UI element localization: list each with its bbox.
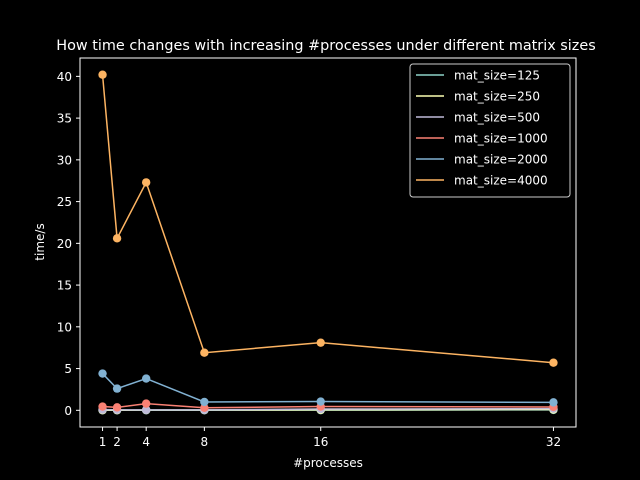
series-mat_size=4000 — [98, 70, 558, 367]
y-tick-label: 35 — [57, 112, 72, 126]
x-tick-label: 4 — [142, 435, 150, 449]
data-point — [200, 397, 209, 407]
series-mat_size=2000 — [98, 369, 558, 407]
x-tick-label: 1 — [99, 435, 107, 449]
x-tick-label: 16 — [313, 435, 328, 449]
data-point — [316, 338, 325, 347]
legend-label: mat_size=2000 — [454, 153, 548, 167]
series-layer — [98, 70, 558, 415]
data-point — [98, 402, 107, 411]
y-tick-label: 5 — [64, 362, 72, 376]
legend-item: mat_size=1000 — [416, 132, 548, 146]
legend-label: mat_size=125 — [454, 69, 540, 83]
series-line — [102, 373, 554, 404]
legend: mat_size=125 mat_size=250 mat_size=500 mat_… — [409, 63, 571, 198]
data-point — [112, 403, 122, 412]
legend-item: mat_size=500 — [416, 111, 540, 125]
legend-label: mat_size=500 — [454, 111, 540, 125]
legend-label: mat_size=250 — [454, 90, 540, 104]
chart-title: How time changes with increasing #proces… — [56, 38, 595, 54]
x-axis-label: #processes — [293, 456, 363, 470]
plot-area — [79, 57, 577, 428]
legend-box — [409, 63, 571, 198]
series-line — [101, 74, 554, 364]
data-point — [549, 398, 558, 407]
y-tick-label: 30 — [57, 153, 72, 167]
legend-label: mat_size=1000 — [454, 132, 548, 146]
x-tick-label: 2 — [113, 435, 121, 449]
data-point — [141, 405, 151, 415]
y-tick-label: 40 — [57, 70, 72, 84]
x-tick-label: 8 — [201, 435, 209, 449]
data-point — [200, 403, 209, 412]
legend-item: mat_size=250 — [416, 90, 540, 104]
y-tick-label: 25 — [57, 195, 72, 209]
x-axis: 1 2 4 8 16 32 — [99, 427, 561, 449]
legend-label: mat_size=4000 — [454, 174, 548, 188]
y-tick-label: 20 — [57, 237, 72, 251]
data-point — [112, 384, 122, 393]
data-point — [98, 70, 107, 79]
data-point — [141, 178, 151, 187]
data-point — [141, 374, 151, 383]
legend-item: mat_size=125 — [416, 69, 540, 83]
y-tick-label: 10 — [57, 320, 72, 334]
data-point — [549, 358, 558, 367]
y-tick-label: 15 — [57, 279, 72, 293]
data-point — [200, 348, 209, 357]
y-axis: 0 5 10 15 20 25 30 35 40 — [57, 70, 80, 418]
data-point — [112, 234, 122, 243]
legend-item: mat_size=4000 — [416, 174, 548, 188]
x-tick-label: 32 — [546, 435, 561, 449]
data-point — [141, 399, 151, 408]
series-line — [102, 402, 554, 409]
data-point — [98, 369, 107, 378]
y-axis-label: time/s — [33, 223, 47, 260]
data-point — [316, 397, 325, 406]
legend-item: mat_size=2000 — [416, 153, 548, 167]
y-tick-label: 0 — [64, 404, 72, 418]
